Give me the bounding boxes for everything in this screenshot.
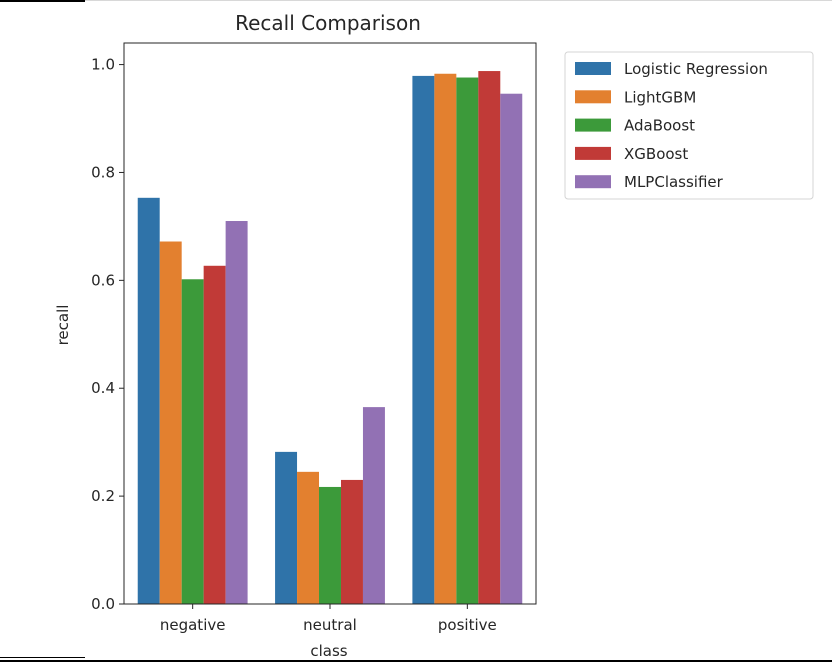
legend: Logistic Regression LightGBM AdaBoost XGBoo…	[564, 51, 814, 200]
bar-logistic-regression-negative	[137, 197, 160, 604]
x-tick-label: negative	[160, 616, 226, 634]
bar-xgboost-positive	[478, 71, 501, 605]
y-axis: 0.0 0.2 0.4 0.6 0.8 1.0	[91, 56, 124, 613]
bar-xgboost-negative	[203, 265, 226, 604]
y-tick-label: 0.8	[91, 163, 115, 181]
bar-mlpclassifier-negative	[225, 221, 248, 604]
y-tick-label: 0.6	[91, 271, 115, 289]
legend-label: LightGBM	[624, 88, 696, 106]
bar-lightgbm-neutral	[297, 471, 320, 604]
x-axis: negative neutral positive	[160, 604, 497, 634]
cell-border-top	[0, 0, 85, 2]
bar-lightgbm-negative	[159, 241, 182, 604]
legend-frame	[564, 51, 814, 200]
bar-logistic-regression-positive	[412, 75, 435, 604]
legend-swatch	[575, 175, 611, 189]
x-tick-label: positive	[438, 616, 497, 634]
bar-adaboost-neutral	[319, 486, 341, 604]
y-axis-label: recall	[54, 305, 72, 346]
bar-lightgbm-positive	[434, 73, 457, 604]
legend-label: AdaBoost	[624, 117, 695, 135]
legend-label: Logistic Regression	[624, 60, 768, 78]
legend-label: MLPClassifier	[624, 173, 724, 191]
plot-frame	[123, 42, 537, 605]
bar-logistic-regression-neutral	[275, 451, 298, 604]
x-tick-label: neutral	[303, 616, 357, 634]
y-tick-label: 0.2	[91, 487, 115, 505]
cell-border-bottom	[0, 660, 832, 662]
bar-adaboost-positive	[456, 77, 479, 604]
legend-swatch	[575, 118, 611, 132]
legend-swatch	[575, 90, 611, 104]
bar-xgboost-neutral	[340, 479, 363, 604]
y-tick-label: 1.0	[91, 56, 115, 74]
cell-border-bottom-left	[0, 657, 85, 658]
legend-swatch	[575, 146, 611, 160]
bars-group	[137, 71, 523, 605]
legend-label: XGBoost	[624, 145, 688, 163]
bar-mlpclassifier-positive	[500, 93, 523, 605]
y-tick-label: 0.4	[91, 379, 115, 397]
bar-adaboost-negative	[181, 279, 204, 604]
y-tick-label: 0.0	[91, 595, 115, 613]
cell-border-top-right	[85, 0, 832, 1]
chart-title: Recall Comparison	[235, 11, 421, 35]
bar-mlpclassifier-neutral	[362, 407, 385, 604]
legend-swatch	[575, 62, 611, 75]
x-axis-label: class	[310, 642, 347, 660]
